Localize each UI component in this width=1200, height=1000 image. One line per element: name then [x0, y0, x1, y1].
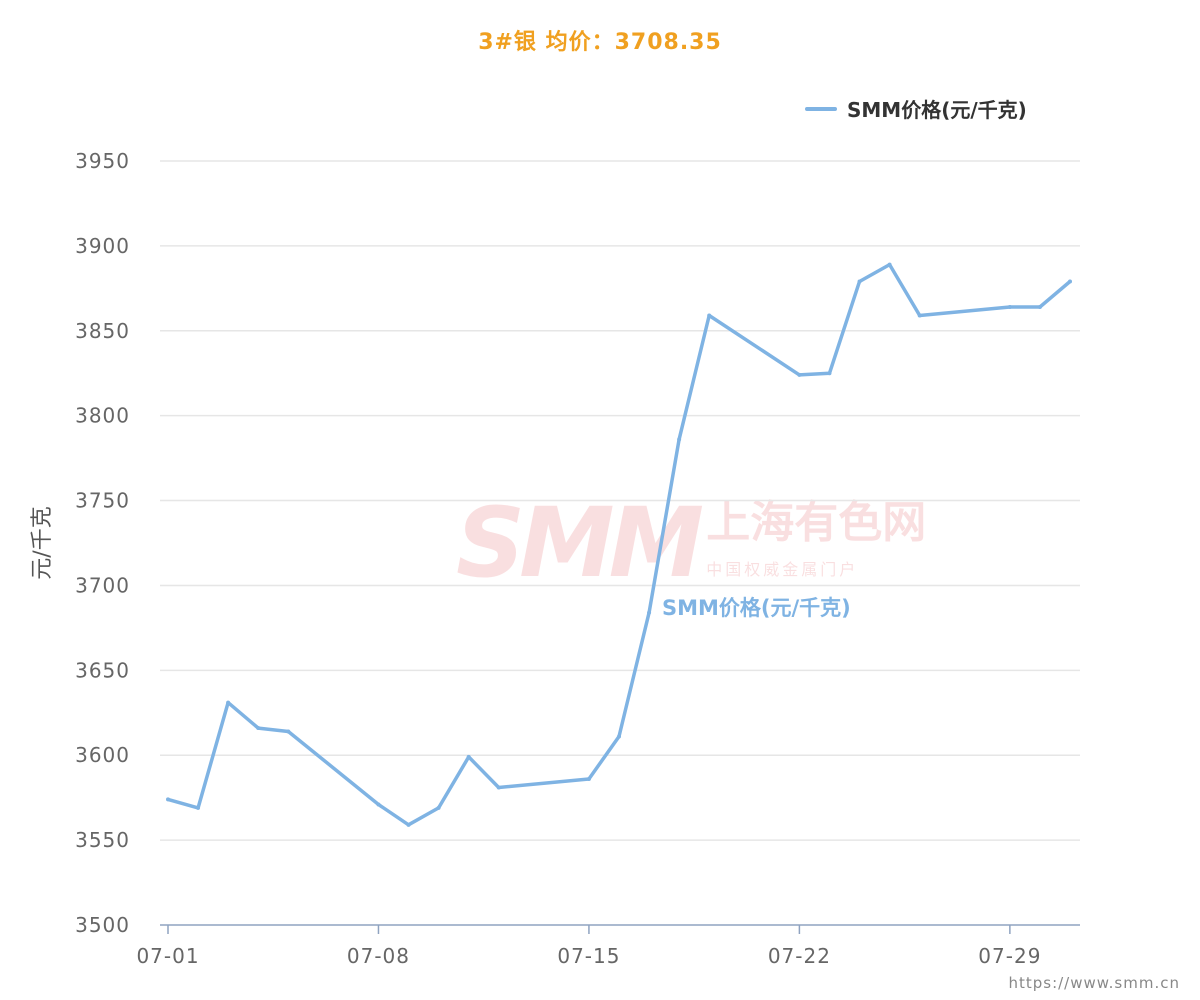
data-point: [406, 822, 411, 827]
data-point: [256, 726, 261, 731]
data-point: [1037, 305, 1042, 310]
x-tick-label: 07-22: [768, 944, 831, 968]
legend-label: SMM价格(元/千克): [847, 98, 1027, 122]
x-tick-label: 07-08: [347, 944, 410, 968]
data-point: [887, 262, 892, 267]
data-point: [677, 437, 682, 442]
x-tick-label: 07-01: [136, 944, 199, 968]
data-point: [166, 797, 170, 802]
data-point: [707, 313, 712, 318]
data-point: [917, 313, 922, 318]
y-tick-label: 3500: [75, 913, 130, 937]
data-point: [436, 805, 441, 810]
data-point: [496, 785, 501, 790]
chart-title: 3#银 均价：3708.35: [478, 30, 722, 55]
series-line: [166, 262, 1072, 827]
data-point: [1007, 305, 1012, 310]
data-point: [857, 279, 862, 284]
y-tick-label: 3750: [75, 489, 130, 513]
data-point: [827, 371, 832, 376]
y-tick-label: 3700: [75, 573, 130, 597]
data-point: [226, 700, 231, 705]
data-point: [466, 754, 471, 759]
data-point: [647, 610, 652, 615]
legend[interactable]: SMM价格(元/千克): [805, 94, 1027, 123]
data-point: [286, 729, 291, 734]
legend-swatch: [805, 106, 837, 111]
source-url: https://www.smm.cn: [1008, 974, 1180, 992]
data-point: [376, 802, 381, 807]
y-tick-label: 3950: [75, 149, 130, 173]
y-tick-label: 3900: [75, 234, 130, 258]
y-tick-label: 3800: [75, 404, 130, 428]
y-tick-label: 3550: [75, 828, 130, 852]
y-tick-label: 3650: [75, 658, 130, 682]
data-point: [617, 734, 621, 739]
data-point: [797, 372, 802, 377]
data-point: [1068, 279, 1072, 284]
data-point: [586, 776, 591, 781]
x-tick-label: 07-29: [978, 944, 1041, 968]
series-label: SMM价格(元/千克): [662, 596, 851, 620]
y-tick-label: 3600: [75, 743, 130, 767]
data-point: [196, 805, 201, 810]
x-tick-label: 07-15: [557, 944, 620, 968]
y-tick-label: 3850: [75, 319, 130, 343]
